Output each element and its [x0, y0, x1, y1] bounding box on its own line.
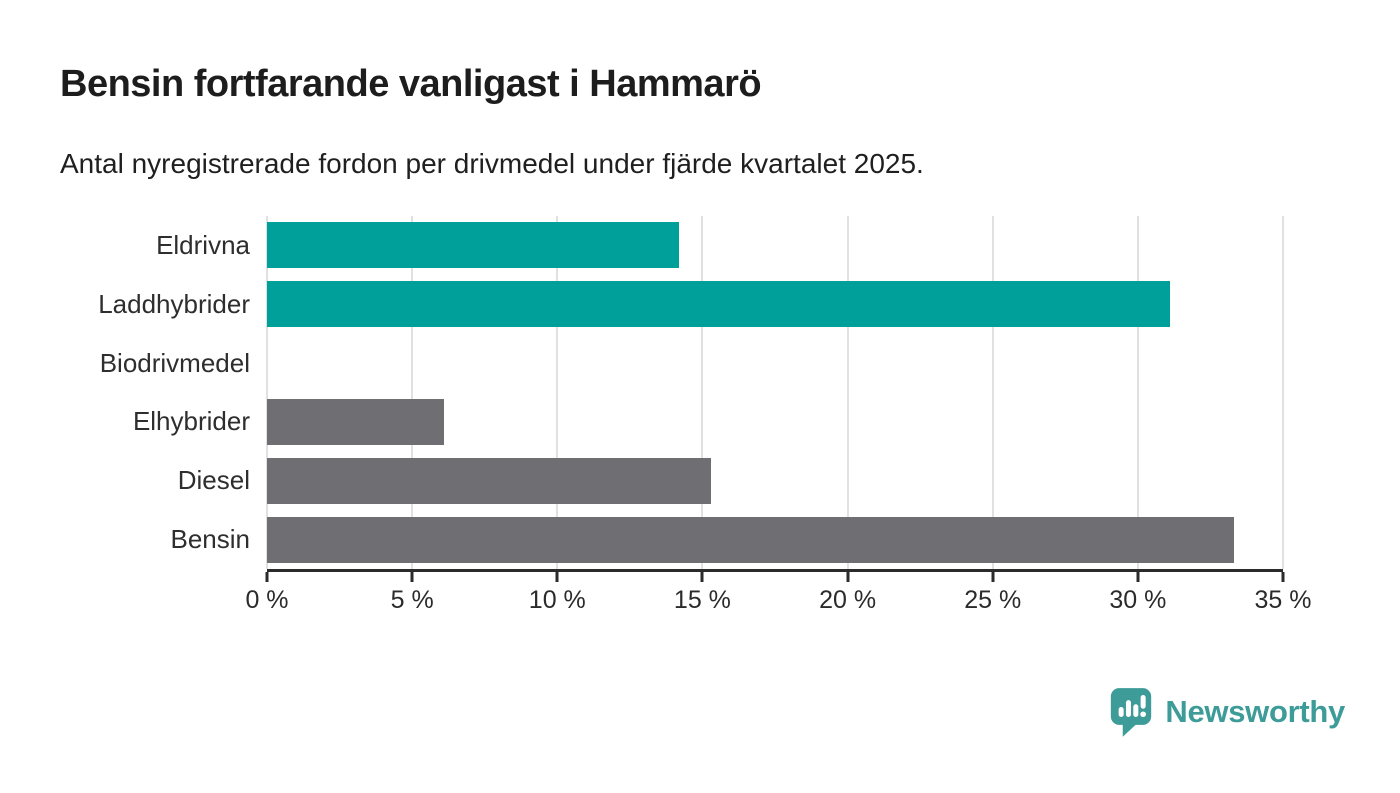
chart-title: Bensin fortfarande vanligast i Hammarö	[60, 63, 762, 105]
gridline-20	[846, 216, 849, 569]
gridline-10	[556, 216, 559, 569]
gridline-0	[266, 216, 268, 569]
x-tick-label-5: 5 %	[390, 586, 434, 614]
bar-rows	[267, 216, 1283, 569]
bar-elhybrider	[267, 398, 445, 445]
gridline-30	[1136, 216, 1139, 569]
gridline-15	[701, 216, 704, 569]
x-tick-label-10: 10 %	[528, 586, 586, 614]
x-tick-25	[991, 572, 995, 582]
plot-area	[266, 216, 1284, 569]
x-tick-label-25: 25 %	[964, 586, 1022, 614]
bar-row-laddhybrider	[267, 275, 1283, 334]
x-tick-5	[410, 572, 414, 582]
bar-laddhybrider	[267, 281, 1170, 328]
x-tick-label-20: 20 %	[819, 586, 877, 614]
gridline-5	[411, 216, 414, 569]
bar-row-bensin	[267, 510, 1283, 569]
x-tick-label-35: 35 %	[1254, 586, 1312, 614]
bar-row-elhybrider	[267, 392, 1283, 451]
x-tick-0	[265, 572, 269, 582]
bar-bensin	[267, 516, 1234, 563]
y-label-diesel: Diesel	[177, 465, 250, 496]
x-tick-10	[555, 572, 559, 582]
x-axis-line	[267, 569, 1283, 572]
bar-diesel	[267, 457, 712, 504]
gridline-35	[1282, 216, 1284, 569]
x-tick-label-15: 15 %	[673, 586, 731, 614]
y-label-biodrivmedel: Biodrivmedel	[99, 347, 250, 378]
x-tick-label-0: 0 %	[245, 586, 289, 614]
y-axis-labels: Eldrivna Laddhybrider Biodrivmedel Elhybrid…	[0, 216, 250, 569]
y-label-bensin: Bensin	[170, 524, 251, 555]
gridline-25	[991, 216, 994, 569]
x-tick-label-30: 30 %	[1109, 586, 1167, 614]
bar-row-biodrivmedel	[267, 334, 1283, 393]
x-tick-30	[1136, 572, 1140, 582]
x-tick-20	[846, 572, 850, 582]
newsworthy-logo-icon	[1109, 686, 1153, 738]
x-tick-15	[700, 572, 704, 582]
bar-row-diesel	[267, 451, 1283, 510]
y-label-eldrivna: Eldrivna	[156, 229, 250, 260]
chart-subtitle: Antal nyregistrerade fordon per drivmede…	[60, 148, 924, 179]
x-axis-ticks	[265, 572, 1285, 582]
newsworthy-wordmark: Newsworthy	[1165, 694, 1345, 729]
bar-eldrivna	[267, 222, 680, 269]
y-label-laddhybrider: Laddhybrider	[98, 288, 250, 319]
bar-row-eldrivna	[267, 216, 1283, 275]
newsworthy-brand: Newsworthy	[1109, 686, 1345, 738]
x-tick-35	[1281, 572, 1285, 582]
y-label-elhybrider: Elhybrider	[132, 406, 250, 437]
x-axis-tick-labels: 0 % 5 % 10 % 15 % 20 % 25 % 30 % 35 %	[245, 586, 1311, 616]
